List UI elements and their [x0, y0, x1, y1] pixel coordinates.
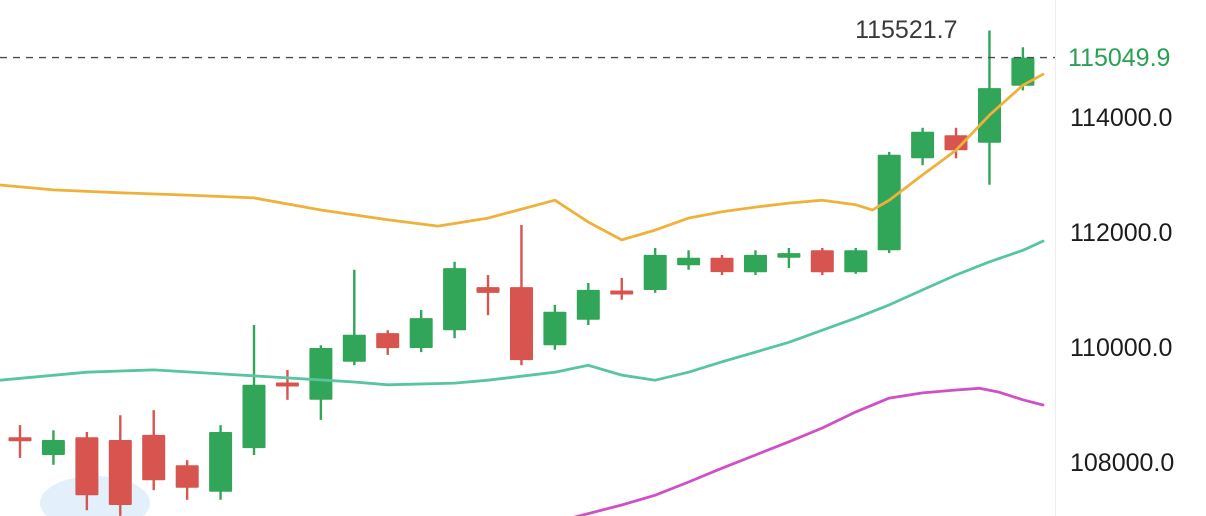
current-price-label: 115049.9	[1068, 43, 1171, 72]
price-axis: 115049.9 114000.0 112000.0 110000.0 108000.…	[1055, 0, 1206, 516]
candle-up	[543, 311, 567, 346]
candle-down	[108, 440, 132, 505]
axis-tick-label: 114000.0	[1070, 104, 1173, 132]
candle-down	[75, 437, 99, 496]
candle-up	[1011, 57, 1035, 86]
axis-tick-label: 110000.0	[1070, 334, 1173, 362]
upper-band-line	[0, 72, 1045, 242]
candle-up	[911, 131, 935, 159]
candle-down	[275, 382, 299, 387]
candle-down	[710, 257, 734, 273]
candle-down	[810, 250, 834, 273]
candlestick-chart[interactable]	[0, 0, 1055, 516]
high-price-annotation: 115521.7	[855, 15, 958, 44]
candle-down	[8, 437, 32, 442]
candle-up	[309, 348, 333, 400]
candle-up	[877, 154, 901, 251]
candle-up	[443, 268, 467, 331]
candle-down	[510, 287, 533, 361]
lower-band-line	[573, 386, 1045, 516]
candle-down	[175, 465, 199, 488]
axis-tick-label: 112000.0	[1070, 219, 1173, 247]
candle-down	[376, 333, 400, 349]
candle-up	[744, 254, 767, 273]
candle-down	[476, 287, 500, 293]
candle-up	[677, 257, 701, 266]
candle-up	[209, 432, 233, 492]
candle-up	[242, 384, 266, 449]
middle-band-line	[0, 239, 1045, 387]
candle-down	[944, 135, 968, 151]
candle-down	[610, 290, 634, 295]
candle-up	[342, 334, 366, 362]
candle-up	[41, 440, 65, 455]
axis-tick-label: 108000.0	[1070, 449, 1175, 477]
candle-up	[576, 289, 600, 320]
candle-down	[142, 434, 166, 481]
candle-up	[409, 318, 433, 348]
candle-up	[643, 254, 667, 290]
candle-up	[844, 250, 868, 273]
candle-up	[777, 253, 801, 258]
